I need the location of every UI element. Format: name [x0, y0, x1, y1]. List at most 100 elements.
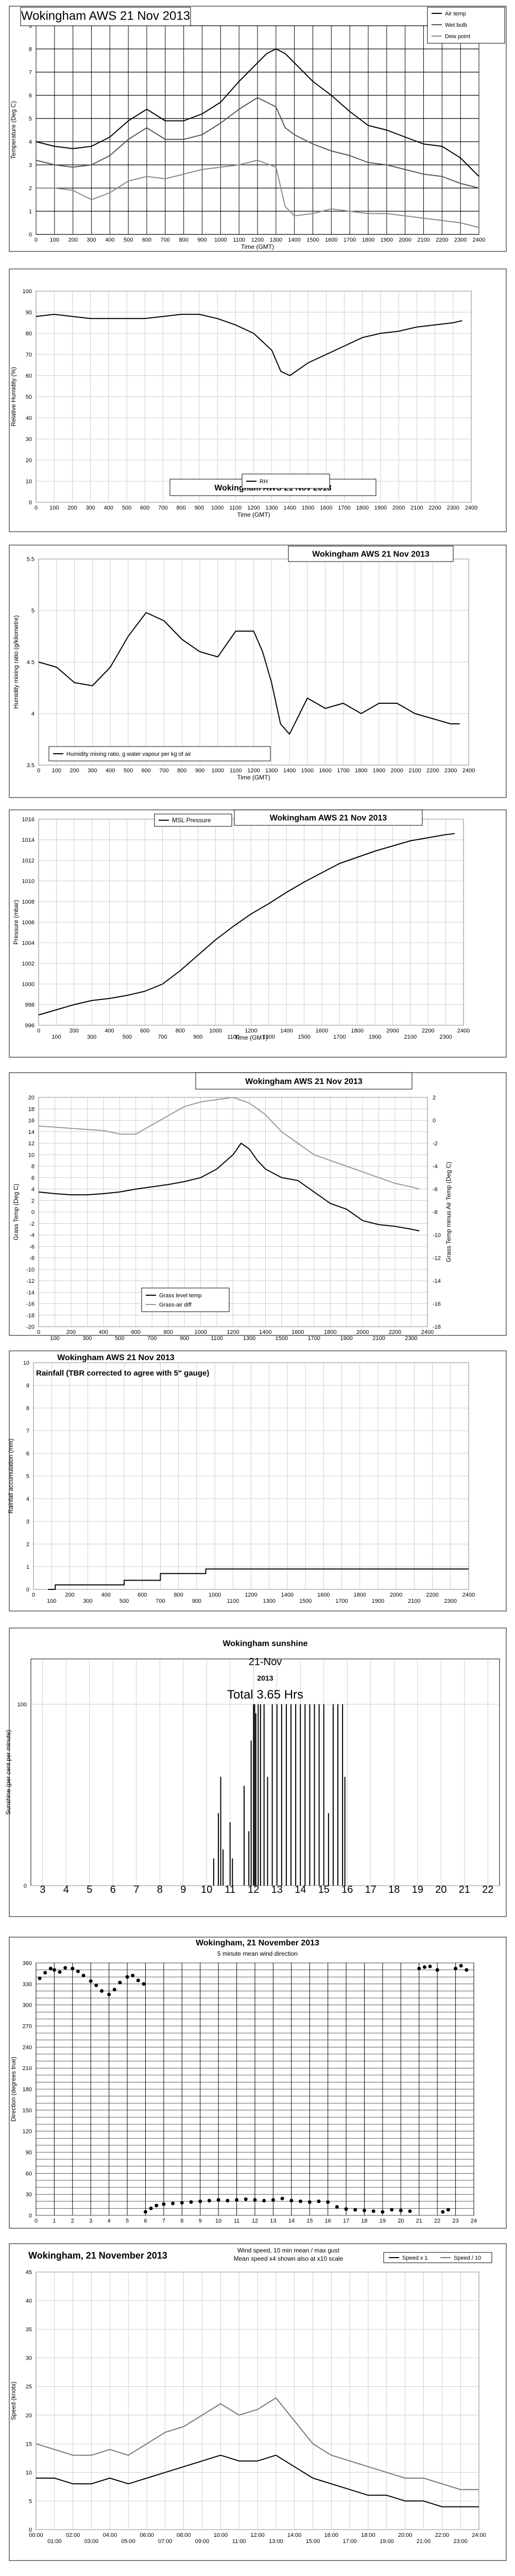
x-tick-label: 1900 [369, 1034, 381, 1040]
x-tick-label: 21 [416, 2218, 422, 2224]
y-tick-label: -20 [26, 1324, 35, 1330]
x-tick-label: 1200 [245, 1592, 257, 1598]
x-tick-label: 1600 [291, 1329, 304, 1335]
x-tick-label: 1300 [265, 505, 278, 511]
y-tick-label: 1 [29, 209, 32, 215]
y-tick-label: 1000 [22, 981, 35, 988]
x-tick-label: 1700 [333, 1034, 346, 1040]
y-axis-label: Relative Humidity (%) [10, 367, 17, 426]
chart-panel-9: 0 5 10 15 20 25 30 35 40 45 00:00 01:00 02:00 03:00 04… [9, 2243, 507, 2561]
x-tick-label: 10 [215, 2218, 221, 2224]
y-tick-label: 7 [26, 1428, 29, 1434]
direction-point [189, 2200, 193, 2204]
y-tick-label: 70 [26, 352, 32, 358]
direction-point [441, 2210, 445, 2214]
x-tick-label: 11:00 [232, 2538, 246, 2545]
legend-label: Grass-air diff [159, 1302, 192, 1308]
y-tick-label: 16 [28, 1118, 35, 1124]
x-axis-label: Time (GMT) [234, 1034, 267, 1041]
x-tick-label: 800 [177, 768, 186, 774]
direction-point [71, 1967, 75, 1971]
x-tick-label: 1900 [372, 1598, 384, 1604]
y-tick-label: 7 [29, 70, 32, 76]
y-tick-label: 1006 [22, 920, 35, 926]
x-tick-label: 1200 [251, 237, 264, 243]
x-tick-label: 200 [70, 768, 79, 774]
x-tick-label: 19 [412, 1884, 423, 1895]
series-line-grass-level-temp [38, 1143, 420, 1232]
direction-point [446, 2208, 450, 2212]
y2-tick-label: -6 [433, 1187, 438, 1193]
y-tick-label: 6 [26, 1451, 29, 1457]
y-tick-label: 4.5 [27, 659, 35, 666]
chart-subtitle: Wind speed, 10 min mean / max gust [237, 2247, 340, 2254]
x-tick-label: 900 [193, 1034, 202, 1040]
direction-point [171, 2201, 175, 2206]
x-tick-label: 8 [157, 1884, 163, 1895]
y-tick-label: 80 [26, 331, 32, 337]
direction-point [371, 2209, 375, 2213]
x-tick-label: 2400 [462, 768, 475, 774]
x-tick-label: 1100 [211, 1335, 223, 1342]
y-tick-label: 8 [29, 46, 32, 53]
x-tick-label: 9 [180, 1884, 186, 1895]
direction-point [235, 2198, 239, 2202]
x-tick-label: 2200 [426, 768, 439, 774]
y2-tick-label: -14 [433, 1278, 441, 1284]
y-tick-label: -8 [29, 1256, 35, 1262]
y2-tick-label: -12 [433, 1256, 441, 1262]
x-tick-label: 2200 [389, 1329, 401, 1335]
x-tick-label: 1300 [265, 768, 278, 774]
x-tick-label: 3 [40, 1884, 45, 1895]
direction-point [299, 2199, 303, 2204]
chart-title: Wokingham AWS 21 Nov 2013 [245, 1077, 363, 1086]
x-tick-label: 800 [179, 237, 188, 243]
x-axis-label: Time (GMT) [237, 774, 270, 781]
x-tick-label: 1900 [381, 237, 393, 243]
total-label: Total 3.65 Hrs [227, 1688, 303, 1702]
x-tick-label: 800 [176, 505, 185, 511]
y-tick-label: 150 [23, 2108, 32, 2114]
x-tick-label: 14:00 [287, 2532, 302, 2538]
direction-point [381, 2210, 385, 2214]
x-tick-label: 2200 [428, 505, 441, 511]
x-tick-label: 700 [161, 237, 170, 243]
y-tick-label: 10 [26, 2470, 32, 2476]
y2-tick-label: -10 [433, 1232, 441, 1239]
x-tick-label: 1100 [233, 237, 245, 243]
direction-point [48, 1967, 53, 1971]
y-axis-label: Speed (knots) [10, 2382, 17, 2420]
x-tick-label: 1200 [247, 505, 260, 511]
x-tick-label: 400 [99, 1329, 108, 1335]
x-tick-label: 500 [119, 1598, 129, 1604]
x-tick-label: 22 [482, 1884, 493, 1895]
x-tick-label: 700 [158, 505, 167, 511]
y-tick-label: 0 [26, 1587, 29, 1593]
legend-label: Dew point [445, 33, 470, 40]
direction-point [144, 2210, 147, 2214]
x-tick-label: 700 [159, 768, 168, 774]
direction-point [118, 1980, 122, 1985]
x-tick-label: 14 [295, 1884, 306, 1895]
x-tick-label: 1500 [298, 1034, 310, 1040]
x-tick-label: 2 [71, 2218, 74, 2224]
x-tick-label: 2400 [457, 1028, 470, 1034]
x-tick-label: 100 [50, 1335, 59, 1342]
x-tick-label: 1500 [306, 237, 319, 243]
x-tick-label: 200 [67, 505, 77, 511]
x-tick-label: 1800 [362, 237, 374, 243]
x-tick-label: 100 [47, 1598, 56, 1604]
y-tick-label: 30 [26, 2192, 32, 2198]
x-tick-label: 09:00 [195, 2538, 210, 2545]
y-tick-label: 12 [28, 1141, 35, 1147]
direction-point [390, 2208, 394, 2212]
direction-point [38, 1976, 42, 1980]
y2-tick-label: 2 [433, 1095, 436, 1101]
direction-point [162, 2202, 166, 2206]
x-tick-label: 2300 [444, 1598, 457, 1604]
x-tick-label: 900 [180, 1335, 189, 1342]
x-tick-label: 17 [365, 1884, 376, 1895]
direction-point [454, 1967, 458, 1971]
